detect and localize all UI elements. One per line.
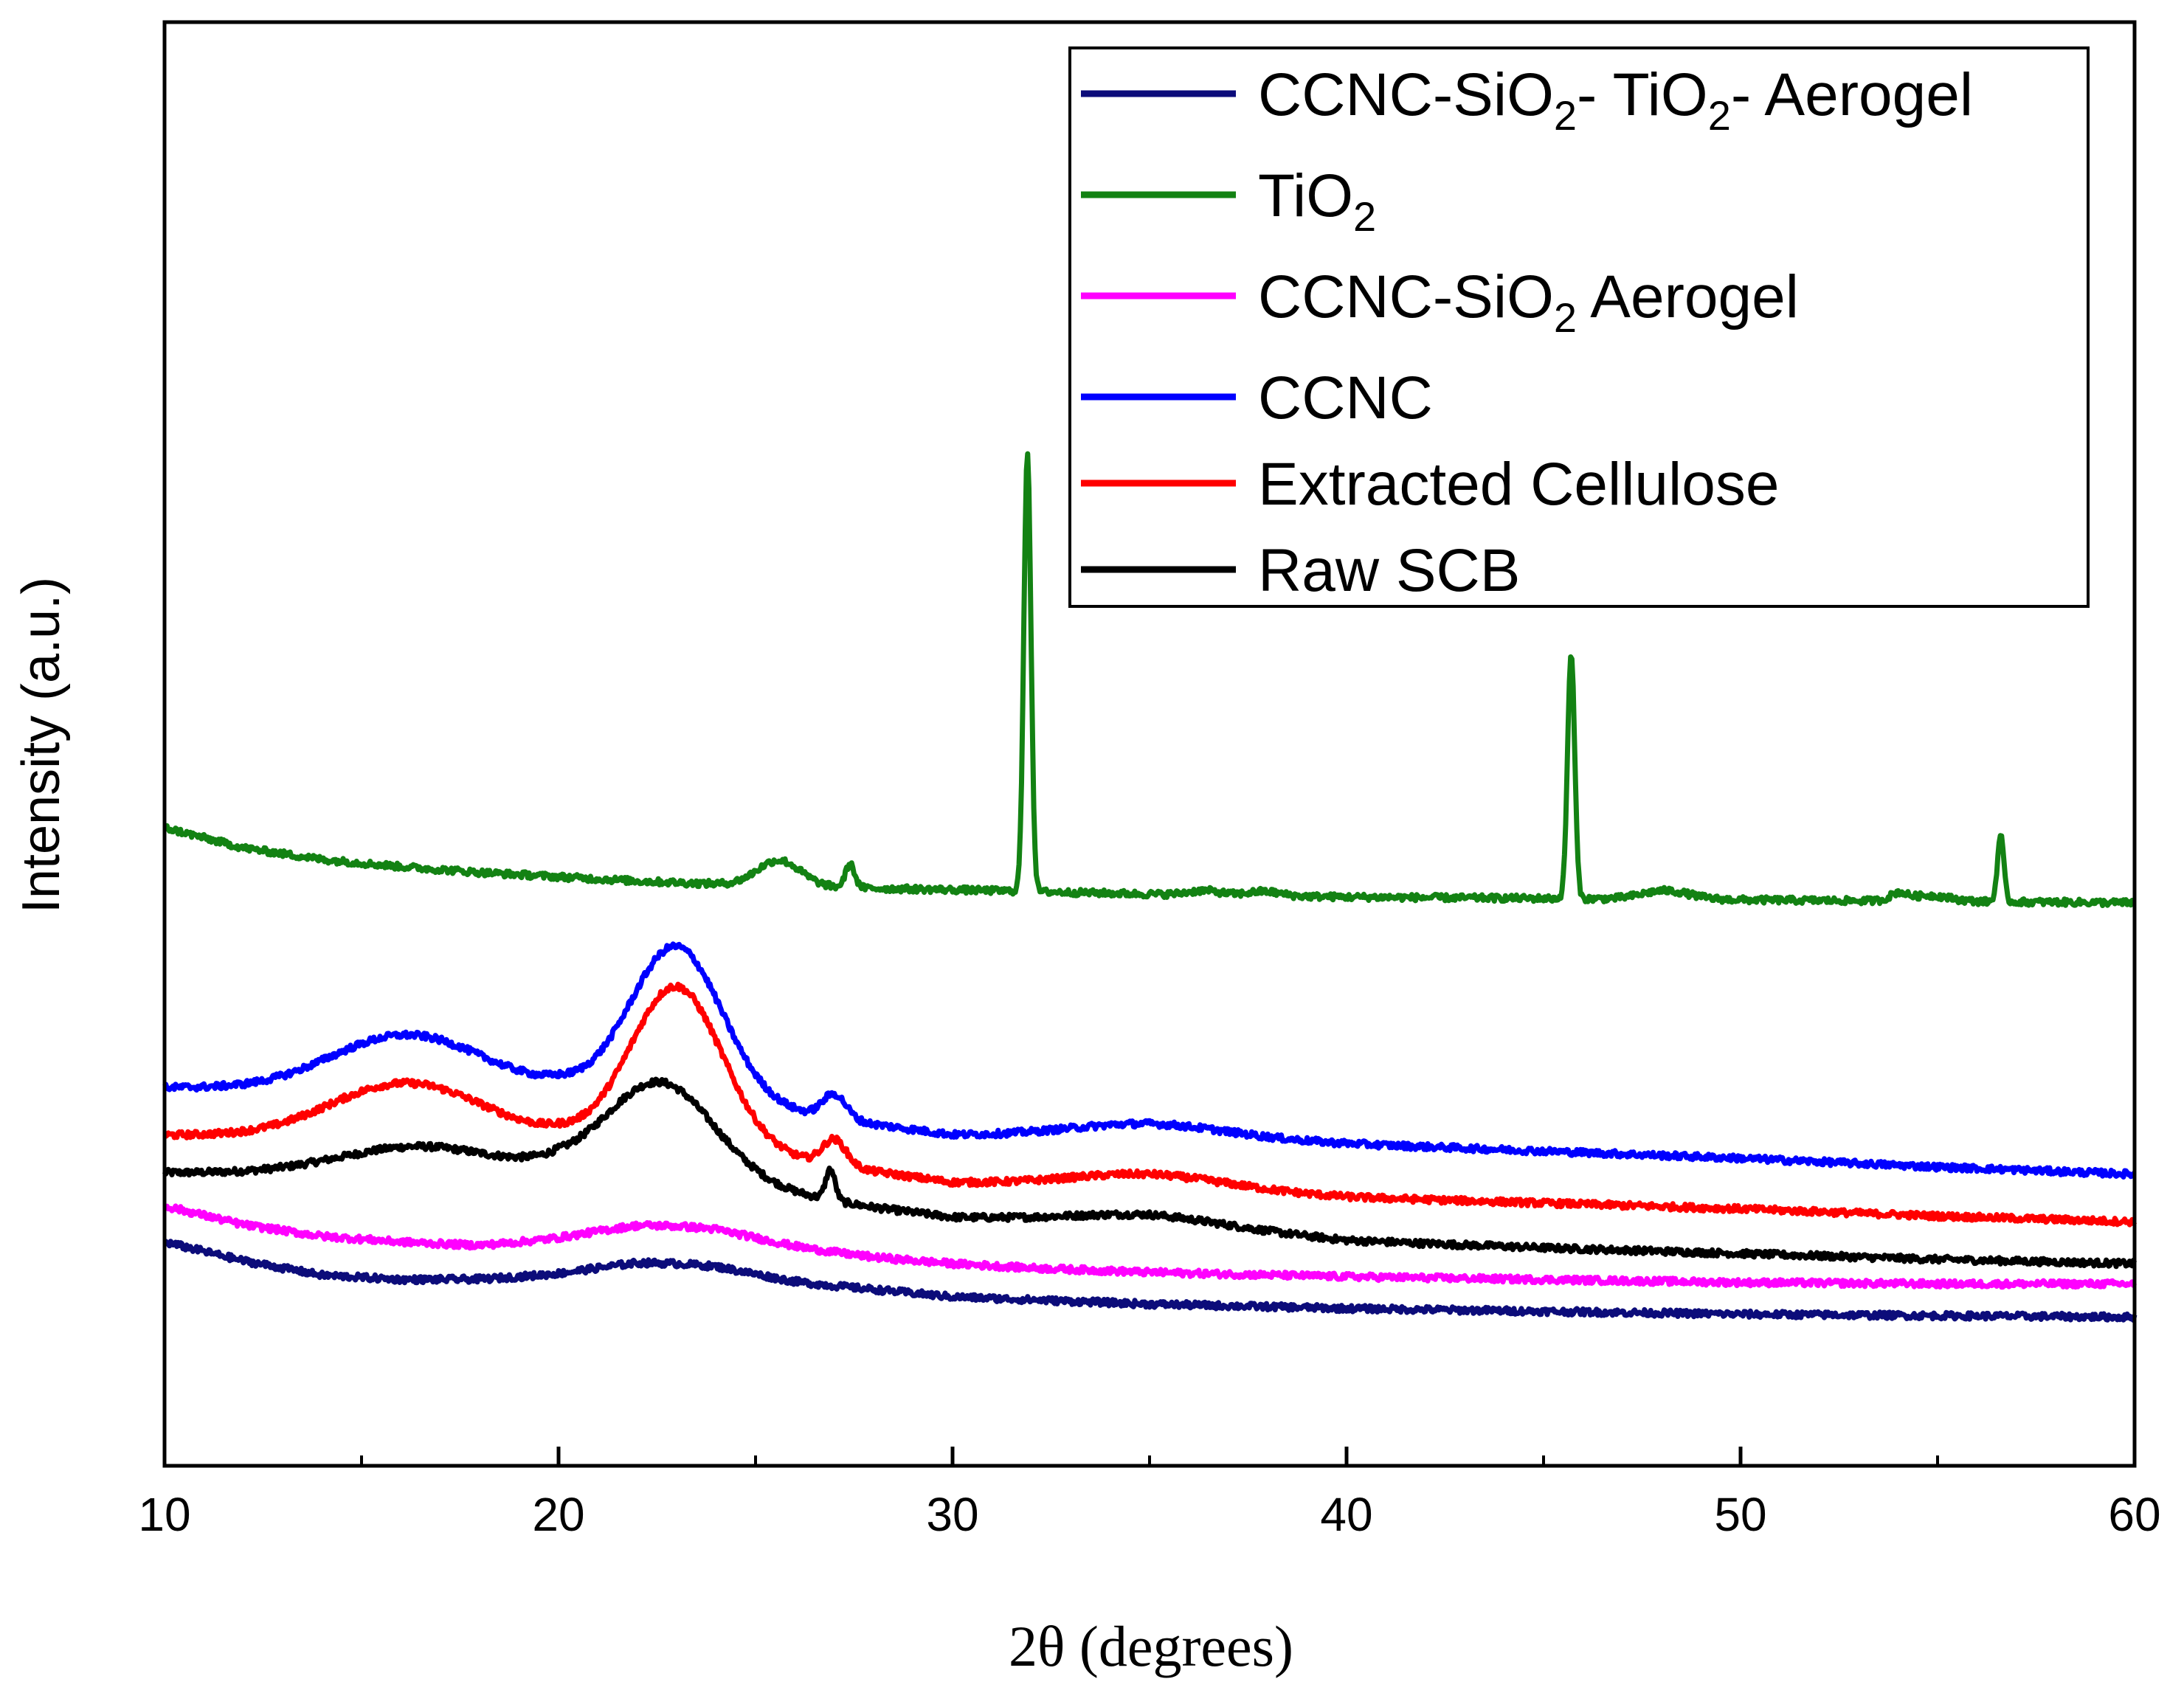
x-axis-title-unit: (degrees) — [1079, 1614, 1293, 1678]
legend-label-5: Raw SCB — [1258, 537, 1520, 604]
x-axis-title-symbol: 2θ — [1009, 1614, 1065, 1678]
legend-text-part: CCNC — [1258, 364, 1433, 432]
series-line-3 — [162, 941, 2137, 1180]
legend-label-0: CCNC-SiO2- TiO2- Aerogel — [1258, 61, 1973, 139]
series-line-0 — [163, 1239, 2138, 1323]
legend-label-2: CCNC-SiO2 Aerogel — [1258, 263, 1799, 341]
legend-text-part: - Aerogel — [1731, 61, 1973, 128]
legend-text-part: - TiO — [1577, 61, 1708, 128]
series-line-4 — [162, 981, 2138, 1228]
x-tick-label: 50 — [1714, 1488, 1766, 1541]
legend-text-part: TiO — [1258, 162, 1353, 229]
series-line-5 — [162, 1076, 2138, 1270]
legend-text-part: Raw SCB — [1258, 537, 1520, 604]
series-layer — [162, 451, 2138, 1323]
legend-box — [1068, 46, 2090, 608]
legend-text-part: Extracted Cellulose — [1258, 451, 1779, 518]
series-line-1 — [163, 451, 2137, 908]
legend-label-1: TiO2 — [1258, 162, 1376, 240]
y-axis-title: Intensity (a.u.) — [12, 577, 71, 913]
x-axis-ticks: 10 20 30 40 50 60 — [138, 1447, 2161, 1541]
series-line-2 — [162, 1203, 2138, 1290]
x-tick-label: 20 — [532, 1488, 584, 1541]
legend-label-3: CCNC — [1258, 364, 1433, 432]
legend-subscript: 2 — [1554, 92, 1577, 139]
x-tick-label: 60 — [2108, 1488, 2160, 1541]
legend-subscript: 2 — [1353, 193, 1376, 240]
x-axis-title: 2θ (degrees) — [1009, 1614, 1293, 1678]
x-tick-label: 40 — [1320, 1488, 1372, 1541]
legend-text-part: Aerogel — [1577, 263, 1799, 330]
legend-text-part: CCNC-SiO — [1258, 61, 1554, 128]
legend-label-4: Extracted Cellulose — [1258, 451, 1779, 518]
legend-subscript: 2 — [1554, 294, 1577, 341]
legend-subscript: 2 — [1708, 92, 1731, 139]
legend-text-part: CCNC-SiO — [1258, 263, 1554, 330]
x-tick-label: 10 — [138, 1488, 190, 1541]
x-tick-label: 30 — [926, 1488, 978, 1541]
